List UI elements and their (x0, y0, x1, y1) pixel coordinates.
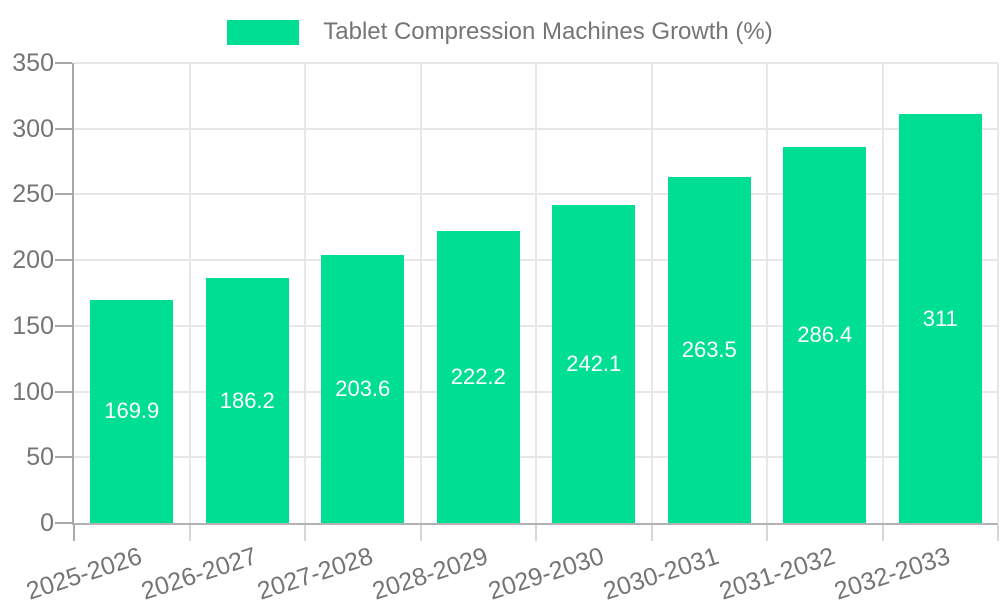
bar (90, 299, 174, 523)
bar-value-label: 169.9 (104, 398, 160, 424)
y-axis-tick (55, 522, 72, 524)
y-axis-tick-label: 350 (12, 49, 54, 77)
x-gridline (881, 63, 884, 523)
x-axis-tick (73, 525, 75, 541)
x-gridline (304, 63, 306, 523)
y-axis-tick-label: 50 (26, 443, 54, 472)
y-axis-tick (55, 259, 72, 262)
legend-item[interactable]: Tablet Compression Machines Growth (%) (227, 18, 773, 46)
y-axis-tick-label: 100 (12, 377, 54, 406)
x-gridline (997, 63, 999, 523)
x-gridline (535, 63, 537, 523)
bar-value-label: 203.6 (335, 376, 391, 402)
x-axis-tick (304, 525, 306, 541)
x-gridline (766, 63, 768, 523)
y-axis-tick (55, 324, 72, 327)
bar (321, 255, 405, 523)
y-axis-tick-label: 300 (12, 114, 54, 143)
legend-swatch (227, 19, 300, 45)
x-axis-tick (881, 525, 884, 541)
bar (436, 230, 520, 523)
x-axis-tick (650, 525, 653, 541)
x-axis-tick (535, 525, 537, 541)
bar-value-label: 286.4 (797, 321, 853, 347)
x-axis-tick (188, 525, 191, 541)
bar (898, 114, 982, 523)
bar-value-label: 222.2 (450, 363, 506, 389)
bar-value-label: 263.5 (681, 336, 737, 362)
y-axis-tick (55, 193, 72, 196)
x-axis-tick (419, 525, 422, 541)
x-axis-tick (766, 525, 768, 541)
bar-value-label: 311 (922, 305, 958, 331)
x-gridline (188, 63, 191, 523)
bar-value-label: 186.2 (219, 387, 275, 413)
y-axis-tick (55, 390, 72, 393)
bar-value-label: 242.1 (566, 350, 622, 376)
bar (552, 204, 636, 523)
x-gridline (650, 63, 653, 523)
x-axis-tick (997, 525, 999, 541)
y-axis-tick (55, 456, 72, 459)
y-axis-tick-label: 0 (40, 509, 54, 537)
y-axis-tick (55, 62, 72, 64)
y-axis-tick-label: 250 (12, 180, 54, 209)
x-gridline (419, 63, 422, 523)
bar (205, 278, 289, 523)
bar (783, 146, 867, 523)
y-axis-tick-label: 200 (12, 246, 54, 275)
plot-area: 0 50 100 150 200 250 300 350 169.9 2025-2026 186.2… (12, 49, 999, 600)
legend-label: Tablet Compression Machines Growth (%) (323, 18, 773, 45)
bar (667, 176, 751, 523)
chart-legend: Tablet Compression Machines Growth (%) (0, 18, 1000, 46)
y-axis-tick-label: 150 (12, 311, 54, 340)
y-axis-tick (55, 127, 72, 130)
